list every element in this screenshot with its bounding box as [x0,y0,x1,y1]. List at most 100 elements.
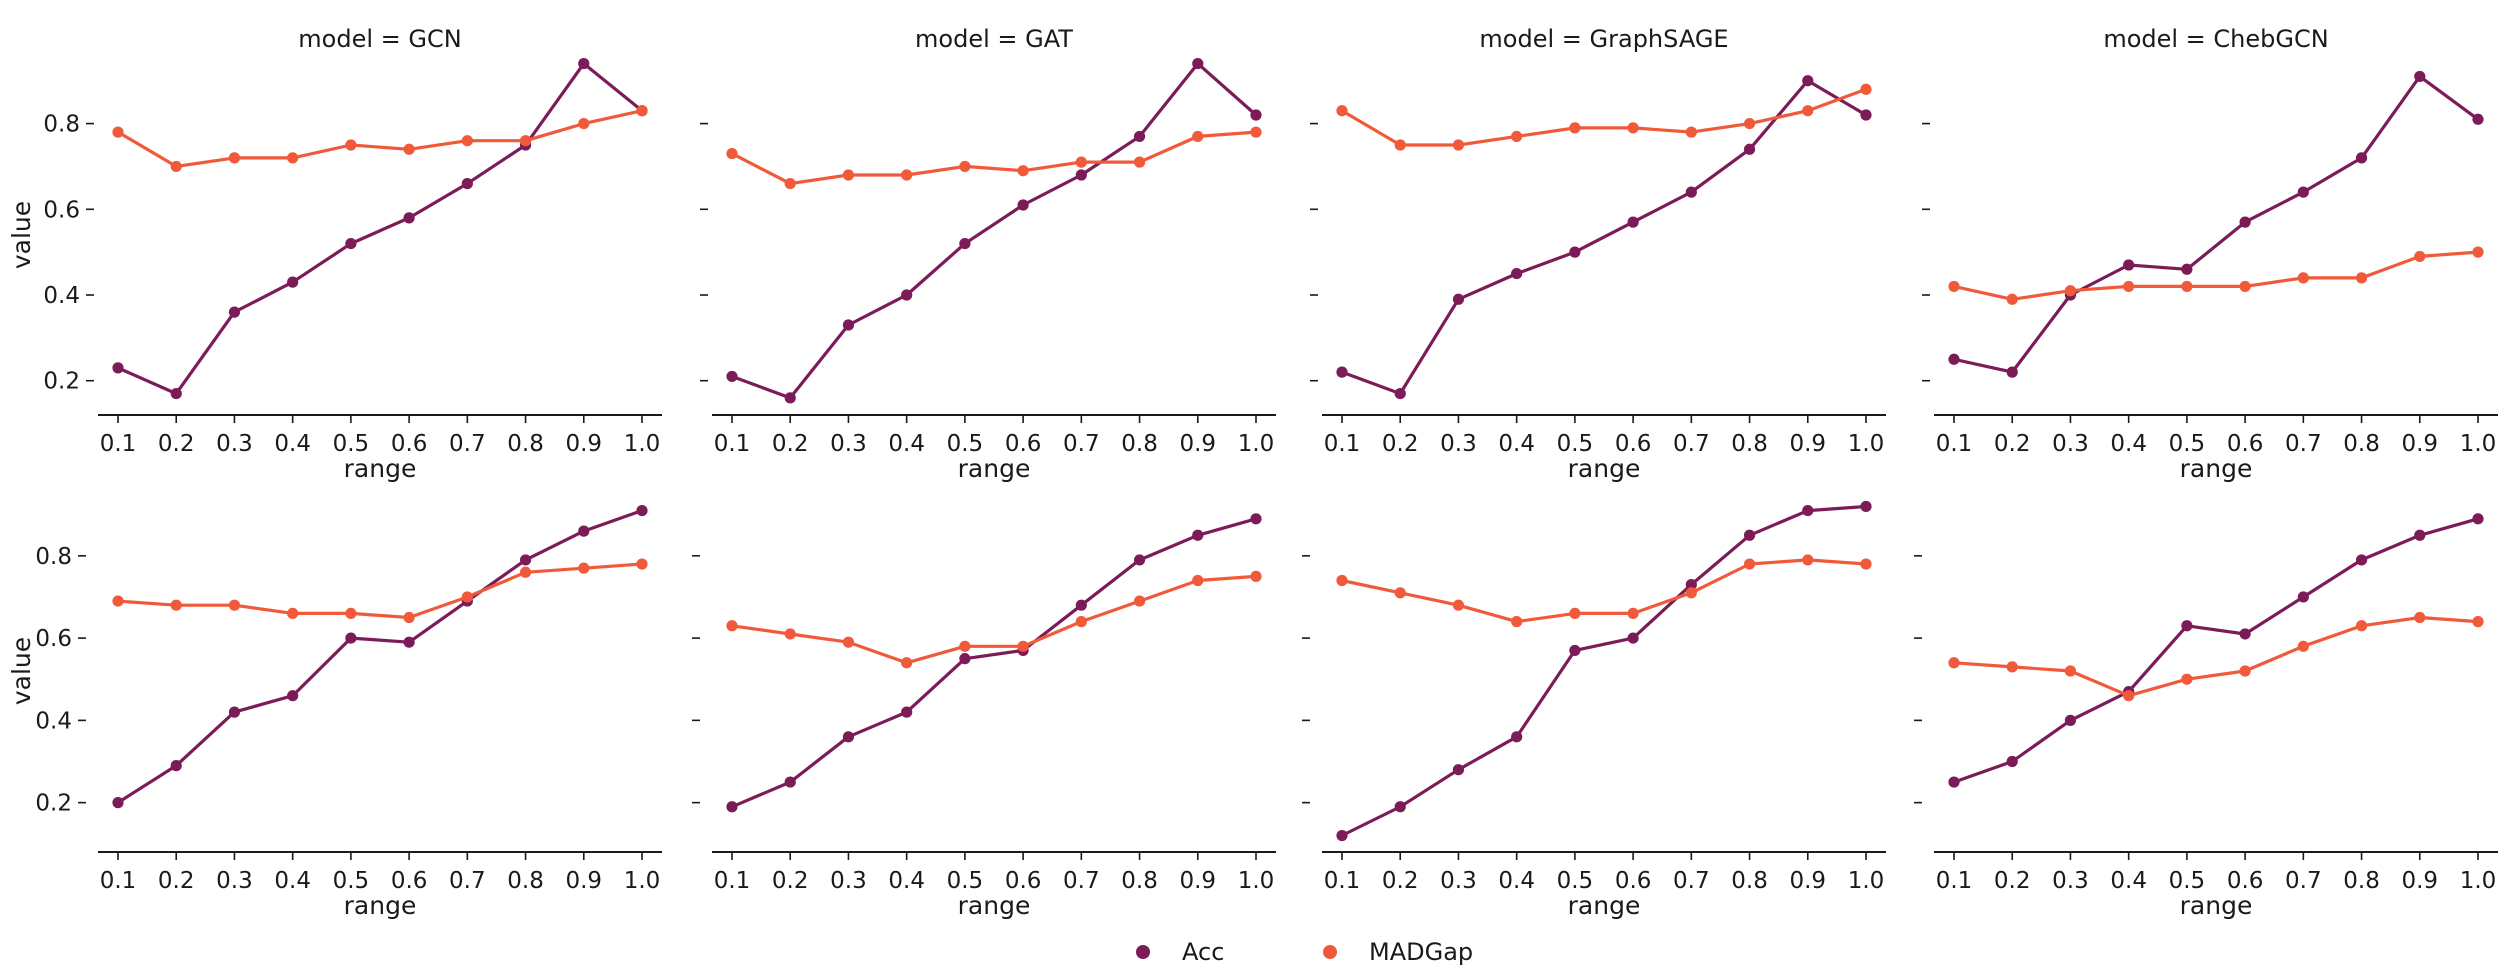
y-tick-label: 0.2 [35,791,72,817]
data-point-acc [2239,216,2251,228]
data-point-madgap [1017,165,1029,177]
data-point-acc [726,801,738,813]
data-point-acc [2239,628,2251,640]
data-point-madgap [842,636,855,648]
data-point-acc [1452,764,1465,776]
x-tick-label: 1.0 [1238,431,1275,457]
x-tick-label: 0.6 [391,431,428,457]
data-point-acc [901,706,913,718]
panel-title: model = GCN [298,25,461,53]
data-point-madgap [2472,616,2484,628]
x-tick-label: 0.9 [565,868,602,894]
series-line-madgap [731,574,1257,665]
data-point-acc [1394,801,1406,813]
x-tick-label: 0.4 [274,431,311,457]
x-axis-label: range [2180,454,2253,483]
data-point-acc [2181,620,2193,632]
data-point-madgap [1394,587,1406,599]
data-point-acc [959,237,971,250]
data-point-madgap [1743,558,1756,570]
panel-5: 0.1 0.2 0.3 0.4 0.5 0.6 0.7 0.8 0.9 1.0 range [692,513,1276,920]
x-tick-label: 0.5 [333,868,370,894]
data-point-madgap [2064,285,2077,297]
x-tick-label: 0.7 [2285,868,2322,894]
series-line-madgap [1953,615,2479,698]
panel-2: model = GraphSAGE 0.1 0.2 0.3 0.4 0.5 0.6 0.7 0.… [1310,25,1886,483]
x-tick-label: 0.5 [2169,431,2206,457]
data-point-acc [2355,152,2368,164]
data-point-madgap [403,611,415,624]
series-line-acc [1953,74,2479,374]
data-point-acc [403,636,415,648]
data-point-madgap [2355,272,2368,284]
data-point-acc [170,760,182,772]
data-point-acc [1017,199,1029,211]
data-point-madgap [901,657,913,669]
legend-label-madgap: MADGap [1369,938,1473,966]
data-point-acc [1336,366,1348,378]
panel-title: model = ChebGCN [2103,25,2328,53]
series-line-acc [1953,517,2479,784]
x-tick-label: 0.2 [1382,431,1419,457]
x-tick-label: 1.0 [1238,868,1275,894]
data-point-acc [2355,554,2368,566]
data-point-acc [1569,644,1581,657]
data-point-madgap [1802,554,1814,566]
y-tick-label: 0.6 [43,197,80,223]
x-tick-label: 0.8 [1121,431,1158,457]
x-tick-label: 0.4 [2110,868,2147,894]
x-tick-label: 0.9 [1179,431,1216,457]
panel-title: model = GraphSAGE [1479,25,1728,53]
x-tick-label: 0.8 [507,431,544,457]
data-point-acc [345,237,357,250]
data-point-acc [287,690,299,702]
x-axis-label: range [1568,454,1641,483]
x-tick-label: 0.4 [1498,431,1535,457]
x-tick-label: 1.0 [2460,868,2497,894]
data-point-acc [636,504,648,517]
data-point-acc [112,362,124,374]
x-tick-label: 0.1 [714,868,751,894]
data-point-acc [2006,755,2018,768]
data-point-madgap [578,117,590,130]
data-point-acc [345,632,357,644]
data-point-acc [1743,143,1756,155]
data-point-madgap [519,135,532,147]
data-point-madgap [1452,139,1465,151]
data-point-madgap [1192,130,1204,143]
data-point-acc [403,212,415,224]
data-point-acc [1569,246,1581,258]
data-point-madgap [1685,587,1697,599]
data-point-acc [112,797,124,809]
data-point-madgap [1452,599,1465,611]
panel-4: 0.1 0.2 0.3 0.4 0.5 0.6 0.7 0.8 0.9 1.0 range 0.2 0.… [7,504,662,920]
data-point-acc [1192,529,1204,541]
data-point-madgap [170,160,182,173]
data-point-madgap [2006,661,2018,673]
data-point-acc [2297,591,2309,603]
legend-label-acc: Acc [1182,938,1224,966]
series-line-acc [1341,79,1867,396]
x-tick-label: 1.0 [1848,431,1885,457]
x-tick-label: 0.2 [1382,868,1419,894]
data-point-madgap [1948,280,1960,293]
x-tick-label: 0.9 [1179,868,1216,894]
series-line-madgap [117,562,643,620]
x-tick-label: 1.0 [2460,431,2497,457]
data-point-acc [1511,731,1523,743]
data-point-madgap [2355,620,2368,632]
x-tick-label: 0.8 [1121,868,1158,894]
data-point-madgap [461,135,473,147]
x-tick-label: 0.4 [274,868,311,894]
x-tick-label: 0.1 [1324,868,1361,894]
x-axis-label: range [2180,891,2253,920]
data-point-acc [2472,113,2484,125]
x-tick-label: 0.9 [2401,868,2438,894]
x-tick-label: 0.2 [158,868,195,894]
data-point-madgap [1860,558,1872,570]
x-tick-label: 0.6 [1005,431,1042,457]
x-tick-label: 0.7 [1673,431,1710,457]
data-point-acc [1743,529,1756,541]
data-point-acc [1133,130,1146,143]
data-point-madgap [1948,657,1960,669]
